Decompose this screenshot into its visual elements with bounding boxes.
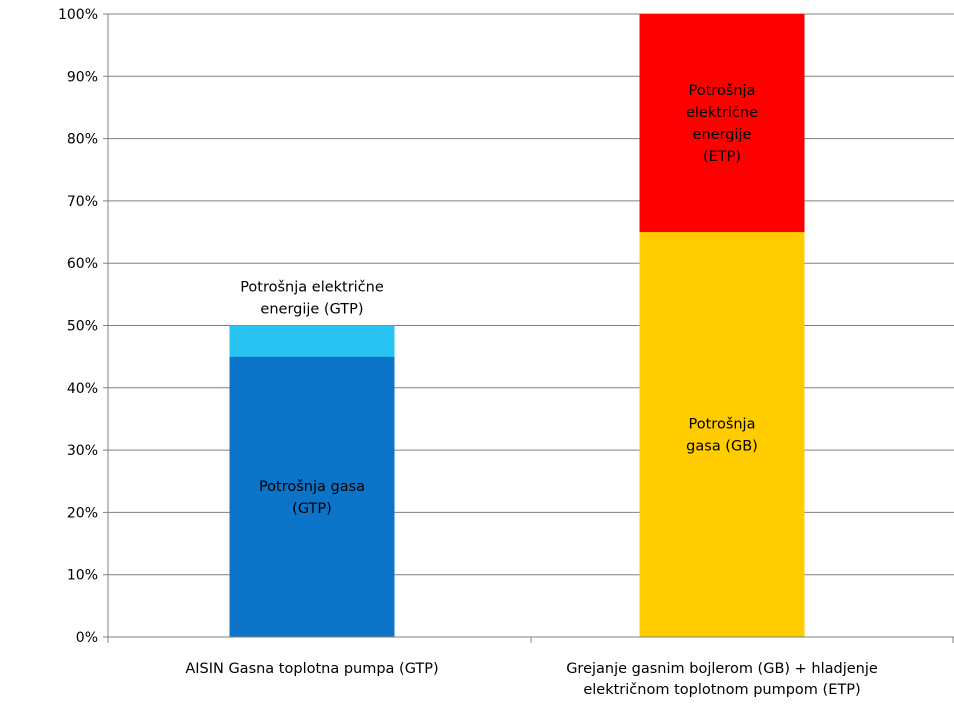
y-tick-label: 20% <box>67 505 98 521</box>
segment-label: Potrošnja <box>689 417 756 433</box>
y-tick-label: 70% <box>67 194 98 210</box>
segment-label: (GTP) <box>292 501 332 517</box>
bar-segment <box>229 325 395 357</box>
segment-label: Potrošnja <box>689 83 756 99</box>
segment-label: Potrošnja gasa <box>259 479 365 495</box>
y-tick-label: 0% <box>76 630 98 646</box>
x-category-label: električnom toplotnom pumpom (ETP) <box>583 682 860 698</box>
segment-label: energije (GTP) <box>260 302 363 318</box>
y-tick-label: 80% <box>67 132 98 148</box>
segment-label: energije <box>693 127 752 143</box>
segment-label: (ETP) <box>703 149 741 165</box>
segment-label: električne <box>686 105 758 121</box>
y-tick-label: 30% <box>67 443 98 459</box>
segment-label: gasa (GB) <box>686 439 758 455</box>
bar-segment <box>639 14 805 233</box>
y-tick-label: 10% <box>67 568 98 584</box>
y-tick-label: 100% <box>58 7 98 23</box>
x-category-label: Grejanje gasnim bojlerom (GB) + hladjenj… <box>566 661 878 677</box>
x-category-label: AISIN Gasna toplotna pumpa (GTP) <box>185 661 438 677</box>
y-tick-label: 50% <box>67 319 98 335</box>
segment-label: Potrošnja električne <box>240 280 384 296</box>
bar-segment <box>639 232 805 638</box>
y-tick-label: 90% <box>67 69 98 85</box>
y-tick-label: 40% <box>67 381 98 397</box>
bar-segment <box>229 356 395 637</box>
y-tick-label: 60% <box>67 256 98 272</box>
